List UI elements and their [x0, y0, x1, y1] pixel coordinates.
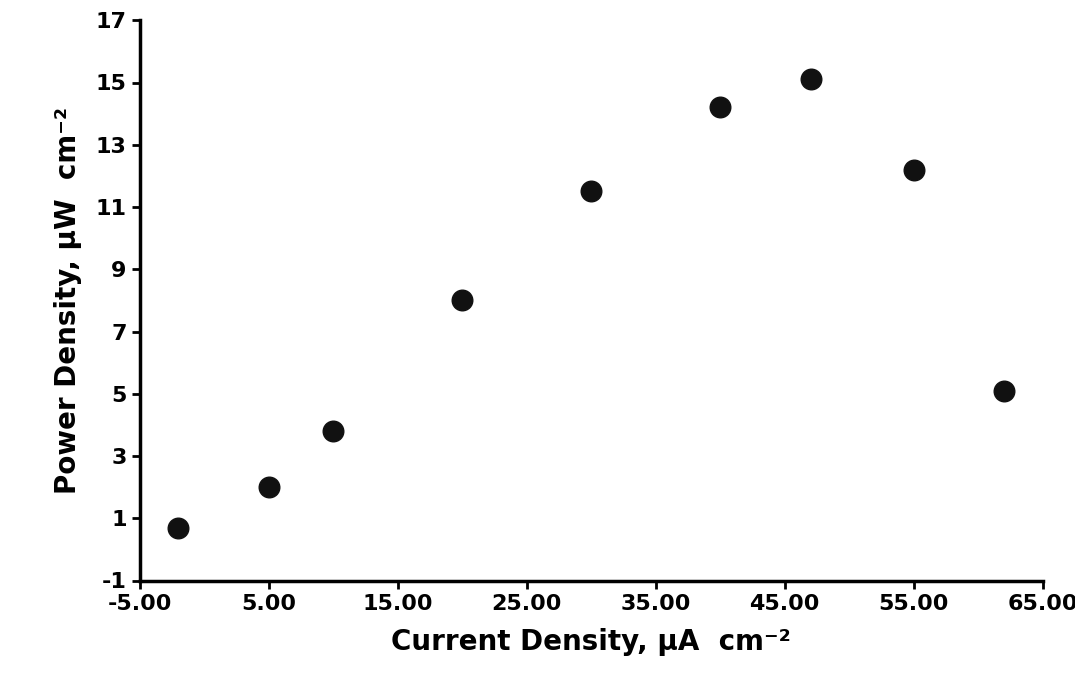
Point — [260, 482, 277, 493]
Y-axis label: Power Density, μW  cm⁻²: Power Density, μW cm⁻² — [54, 107, 82, 494]
Point — [583, 186, 600, 197]
Point — [325, 426, 342, 437]
Point — [905, 164, 922, 175]
Point — [995, 385, 1013, 396]
Point — [712, 102, 729, 113]
X-axis label: Current Density, μA  cm⁻²: Current Density, μA cm⁻² — [391, 628, 791, 655]
Point — [454, 295, 471, 306]
Point — [170, 522, 187, 533]
Point — [802, 74, 819, 85]
